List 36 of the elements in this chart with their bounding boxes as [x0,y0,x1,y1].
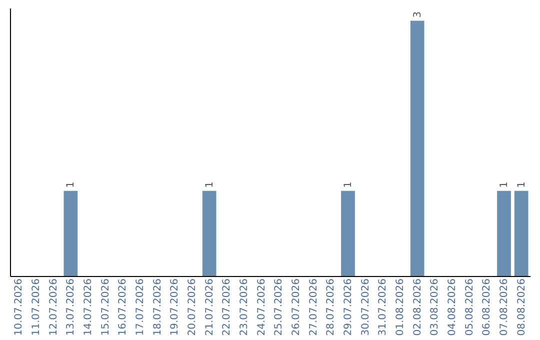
x-tick-label: 19.07.2026 [170,278,181,336]
x-tick-label: 04.08.2026 [447,278,458,336]
x-tick-label: 03.08.2026 [430,278,441,336]
x-tick-label: 28.07.2026 [326,278,337,336]
data-label: 1 [204,182,216,188]
x-tick-label: 10.07.2026 [14,278,25,336]
x-tick-label: 23.07.2026 [239,278,250,336]
x-tick-label: 08.08.2026 [516,278,528,336]
x-tick-label: 18.07.2026 [152,278,164,336]
data-label: 1 [516,182,528,188]
x-tick-label: 15.07.2026 [100,278,112,336]
x-tick-label: 16.07.2026 [118,278,129,336]
x-tick-label: 20.07.2026 [187,278,198,336]
data-label: 1 [66,182,77,188]
data-label: 1 [499,182,510,188]
x-tick-label: 02.08.2026 [412,278,424,336]
x-tick-label: 30.07.2026 [360,278,372,336]
x-tick-label: 21.07.2026 [204,278,216,336]
data-label: 3 [412,11,424,18]
x-tick-label: 17.07.2026 [135,278,146,336]
x-tick-label: 13.07.2026 [66,278,77,336]
x-tick-label: 29.07.2026 [343,278,354,336]
x-tick-label: 11.07.2026 [31,278,42,336]
x-tick-label: 22.07.2026 [222,278,233,336]
data-label: 1 [343,182,354,188]
x-tick-label: 07.08.2026 [499,278,510,336]
x-tick-label: 25.07.2026 [274,278,285,336]
x-tick-label: 26.07.2026 [291,278,302,336]
x-tick-label: 01.08.2026 [395,278,406,336]
x-tick-label: 12.07.2026 [48,278,60,336]
x-tick-label: 31.07.2026 [378,278,389,336]
x-tick-label: 05.08.2026 [464,278,476,336]
x-tick-label: 14.07.2026 [83,278,94,336]
x-tick-label: 06.08.2026 [482,278,493,336]
x-tick-label: 24.07.2026 [256,278,268,336]
x-tick-label: 27.07.2026 [308,278,320,336]
